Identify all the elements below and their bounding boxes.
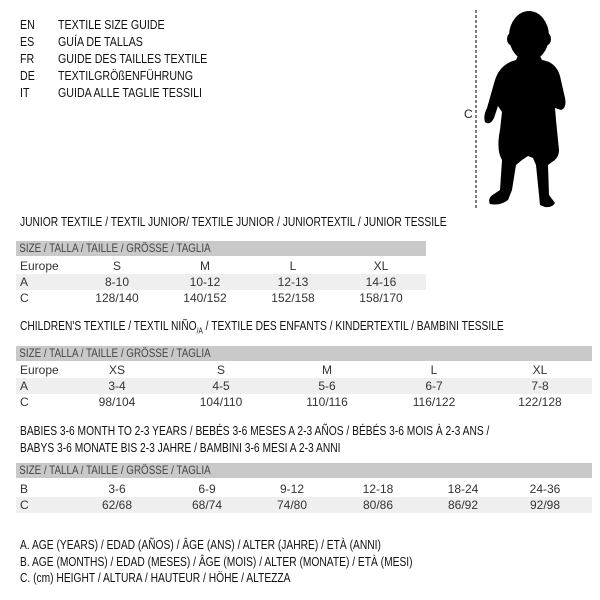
table-cell: 7-8 — [531, 379, 549, 393]
table-row: Europe XS S M L XL — [16, 362, 592, 378]
table-cell: 3-4 — [108, 379, 126, 393]
table-cell: L — [289, 259, 297, 273]
table-cell: XS — [108, 363, 125, 377]
table-cell: 140/152 — [183, 291, 227, 305]
row-label: C — [20, 291, 29, 305]
legend-item-c: C. (cm) HEIGHT / ALTURA / HAUTEUR / HÖHE… — [20, 571, 291, 585]
legend-item-b: B. AGE (MONTHS) / EDAD (MESES) / ÂGE (MO… — [20, 555, 413, 569]
table-cell: 68/74 — [191, 498, 223, 512]
children-table-header: SIZE / TALLA / TAILLE / GRÖSSE / TAGLIA — [16, 346, 592, 361]
table-cell: 62/68 — [101, 498, 133, 512]
lang-title-it: GUIDA ALLE TAGLIE TESSILI — [58, 85, 202, 100]
table-cell: 12-13 — [277, 275, 309, 289]
child-silhouette-figure: C — [464, 10, 566, 208]
lang-code-en: EN — [20, 17, 35, 32]
table-cell: 14-16 — [365, 275, 397, 289]
row-label: A — [20, 379, 29, 393]
table-cell: 12-18 — [362, 482, 394, 496]
table-cell: 152/158 — [271, 291, 315, 305]
table-cell: 128/140 — [95, 291, 139, 305]
table-cell: 122/128 — [518, 395, 562, 409]
lang-title-en: TEXTILE SIZE GUIDE — [58, 17, 165, 32]
lang-code-fr: FR — [20, 51, 35, 66]
lang-title-de: TEXTILGRÖßENFÜHRUNG — [58, 68, 194, 83]
row-label: Europe — [20, 259, 59, 273]
children-section-title: CHILDREN'S TEXTILE / TEXTIL NIÑO/A / TEX… — [20, 319, 504, 336]
row-label: C — [20, 498, 29, 512]
table-cell: 5-6 — [318, 379, 336, 393]
table-cell: 18-24 — [447, 482, 479, 496]
table-row: C 62/68 68/74 74/80 80/86 86/92 92/98 — [16, 497, 592, 513]
table-cell: L — [430, 363, 438, 377]
figure-height-label: C — [464, 107, 473, 121]
table-cell: 116/122 — [412, 395, 456, 409]
table-row: A 8-10 10-12 12-13 14-16 — [16, 274, 426, 290]
table-cell: M — [322, 363, 332, 377]
table-cell: 86/92 — [447, 498, 479, 512]
table-cell: XL — [532, 363, 548, 377]
table-cell: S — [216, 363, 225, 377]
table-row: C 128/140 140/152 152/158 158/170 — [16, 290, 426, 306]
lang-code-es: ES — [20, 34, 35, 49]
table-cell: 158/170 — [359, 291, 403, 305]
table-cell: 8-10 — [104, 275, 130, 289]
table-row: Europe S M L XL — [16, 258, 426, 274]
table-cell: S — [112, 259, 121, 273]
lang-code-it: IT — [20, 85, 30, 100]
table-row: B 3-6 6-9 9-12 12-18 18-24 24-36 — [16, 481, 592, 497]
table-cell: 74/80 — [276, 498, 308, 512]
table-cell: 98/104 — [98, 395, 136, 409]
child-silhouette-icon — [484, 11, 566, 208]
babies-table-header: SIZE / TALLA / TAILLE / GRÖSSE / TAGLIA — [16, 463, 592, 478]
babies-section-title-line2: BABYS 3-6 MONATE BIS 2-3 JAHRE / BAMBINI… — [20, 441, 341, 455]
table-cell: 9-12 — [279, 482, 305, 496]
row-label: C — [20, 395, 29, 409]
row-label: A — [20, 275, 29, 289]
table-cell: M — [200, 259, 210, 273]
table-cell: 6-9 — [198, 482, 216, 496]
row-label: Europe — [20, 363, 59, 377]
babies-section-title-line1: BABIES 3-6 MONTH TO 2-3 YEARS / BEBÉS 3-… — [20, 424, 490, 438]
table-cell: 10-12 — [189, 275, 221, 289]
table-row: A 3-4 4-5 5-6 6-7 7-8 — [16, 378, 592, 394]
table-cell: 6-7 — [425, 379, 443, 393]
table-cell: 92/98 — [529, 498, 561, 512]
table-cell: 80/86 — [362, 498, 394, 512]
lang-title-es: GUÍA DE TALLAS — [58, 34, 143, 49]
table-cell: 110/116 — [306, 395, 348, 409]
table-cell: 24-36 — [529, 482, 561, 496]
table-cell: XL — [373, 259, 389, 273]
table-cell: 3-6 — [108, 482, 126, 496]
junior-section-title: JUNIOR TEXTILE / TEXTIL JUNIOR/ TEXTILE … — [20, 215, 447, 229]
table-row: C 98/104 104/110 110/116 116/122 122/128 — [16, 394, 592, 410]
lang-title-fr: GUIDE DES TAILLES TEXTILE — [58, 51, 208, 66]
legend-item-a: A. AGE (YEARS) / EDAD (AÑOS) / ÂGE (ANS)… — [20, 538, 381, 552]
table-cell: 4-5 — [212, 379, 230, 393]
junior-table-header: SIZE / TALLA / TAILLE / GRÖSSE / TAGLIA — [16, 241, 426, 256]
row-label: B — [20, 482, 29, 496]
lang-code-de: DE — [20, 68, 35, 83]
table-cell: 104/110 — [199, 395, 243, 409]
